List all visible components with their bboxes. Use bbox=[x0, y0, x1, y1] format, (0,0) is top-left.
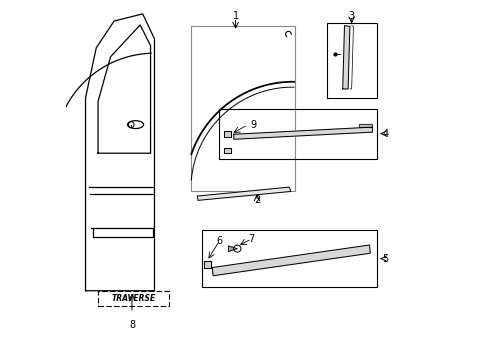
Polygon shape bbox=[358, 124, 372, 127]
Polygon shape bbox=[342, 26, 349, 89]
Bar bbox=[201, 230, 376, 287]
Polygon shape bbox=[224, 131, 230, 137]
Text: 2: 2 bbox=[253, 195, 260, 204]
Text: 1: 1 bbox=[232, 11, 238, 21]
Polygon shape bbox=[197, 187, 290, 201]
Bar bbox=[326, 23, 376, 98]
Text: 8: 8 bbox=[129, 320, 135, 330]
Text: 6: 6 bbox=[216, 236, 222, 246]
Text: TRAVERSE: TRAVERSE bbox=[111, 294, 156, 303]
Polygon shape bbox=[228, 246, 237, 251]
Polygon shape bbox=[204, 261, 211, 267]
Polygon shape bbox=[233, 127, 372, 139]
Bar bbox=[190, 26, 294, 191]
Text: 9: 9 bbox=[250, 120, 256, 130]
Text: 7: 7 bbox=[248, 234, 254, 244]
Polygon shape bbox=[212, 245, 369, 276]
Text: 4: 4 bbox=[382, 129, 388, 139]
Text: 3: 3 bbox=[348, 11, 354, 21]
Text: 5: 5 bbox=[382, 253, 388, 264]
Circle shape bbox=[233, 245, 241, 252]
Polygon shape bbox=[224, 148, 230, 153]
Bar bbox=[219, 109, 376, 158]
